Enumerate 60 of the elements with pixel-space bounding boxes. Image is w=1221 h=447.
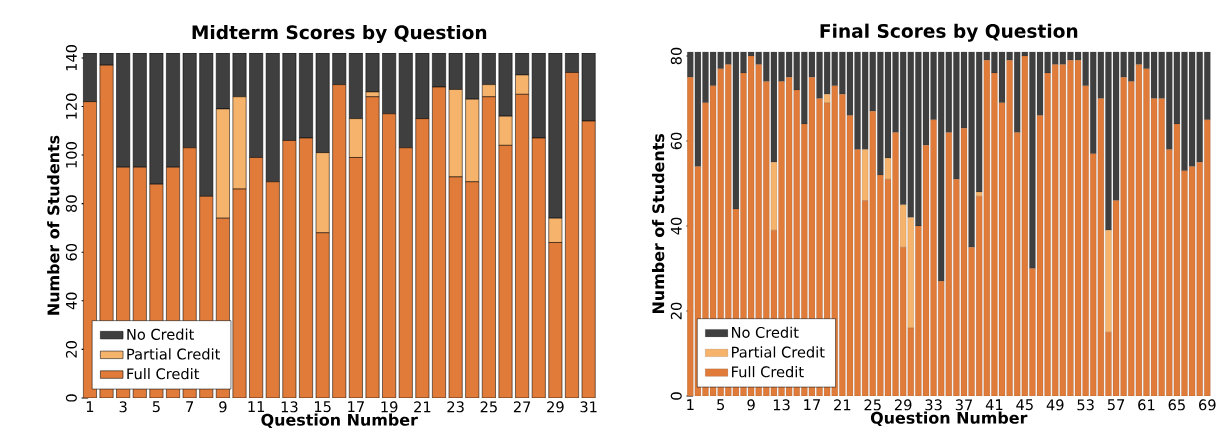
x-tick-label: 3 (119, 401, 127, 413)
x-axis-title: Question Number (870, 411, 1028, 427)
chart-title: Final Scores by Question (820, 23, 1078, 42)
x-tick-label: 11 (248, 401, 265, 413)
legend-label: Partial Credit (127, 348, 220, 360)
y-tick-label: 40 (65, 292, 77, 310)
y-tick-label: 120 (65, 93, 77, 119)
y-tick-label: 20 (670, 302, 682, 320)
x-tick-label: 33 (925, 399, 942, 411)
x-tick-label: 37 (955, 399, 973, 411)
x-tick-label: 53 (1077, 399, 1094, 411)
legend-label: Partial Credit (732, 346, 825, 358)
x-tick-label: 21 (834, 399, 851, 411)
x-tick-label: 25 (480, 401, 497, 413)
x-tick-label: 13 (281, 401, 298, 413)
x-tick-label: 13 (773, 399, 790, 411)
x-tick-label: 27 (513, 401, 531, 413)
x-tick-label: 41 (985, 399, 1003, 411)
y-tick-label: 60 (65, 244, 77, 261)
x-tick-label: 5 (717, 399, 725, 411)
x-tick-label: 29 (547, 401, 564, 413)
x-tick-label: 31 (580, 401, 597, 413)
x-tick-label: 19 (381, 401, 398, 413)
legend-label: Full Credit (127, 368, 200, 380)
x-tick-label: 69 (1199, 399, 1216, 411)
x-tick-label: 17 (348, 401, 364, 413)
x-tick-label: 17 (804, 399, 820, 411)
y-tick-label: 140 (65, 45, 77, 71)
y-tick-label: 20 (65, 341, 77, 358)
bar (548, 53, 563, 219)
x-tick-label: 29 (894, 399, 912, 411)
x-tick-label: 49 (1046, 399, 1064, 411)
y-axis-title: Number of Students (651, 134, 665, 314)
x-tick-label: 1 (86, 401, 94, 413)
y-tick-label: 40 (670, 217, 682, 235)
x-tick-label: 23 (447, 401, 464, 413)
y-axis-title: Number of Students (47, 135, 60, 315)
x-tick-label: 25 (864, 399, 881, 411)
legend-label: Full Credit (732, 366, 804, 378)
x-tick-label: 65 (1168, 399, 1185, 411)
x-tick-label: 1 (687, 399, 694, 411)
x-tick-label: 61 (1138, 399, 1155, 411)
y-tick-label: 80 (670, 47, 682, 65)
x-tick-label: 7 (186, 401, 194, 413)
chart-title: Midterm Scores by Question (192, 25, 487, 44)
x-tick-label: 45 (1016, 399, 1033, 411)
x-tick-label: 9 (219, 401, 227, 413)
y-tick-label: 0 (670, 392, 682, 400)
y-tick-label: 0 (65, 394, 77, 402)
x-tick-label: 57 (1107, 399, 1125, 411)
y-tick-label: 80 (65, 195, 77, 213)
x-tick-label: 15 (314, 401, 331, 413)
legend-label: No Credit (127, 328, 194, 341)
x-tick-label: 21 (414, 401, 431, 413)
x-tick-label: 9 (747, 399, 755, 411)
y-tick-label: 100 (65, 142, 77, 168)
x-tick-label: 5 (152, 401, 160, 413)
y-tick-label: 60 (670, 132, 682, 150)
x-axis-title: Question Number (261, 413, 418, 429)
legend-label: No Credit (732, 326, 799, 339)
